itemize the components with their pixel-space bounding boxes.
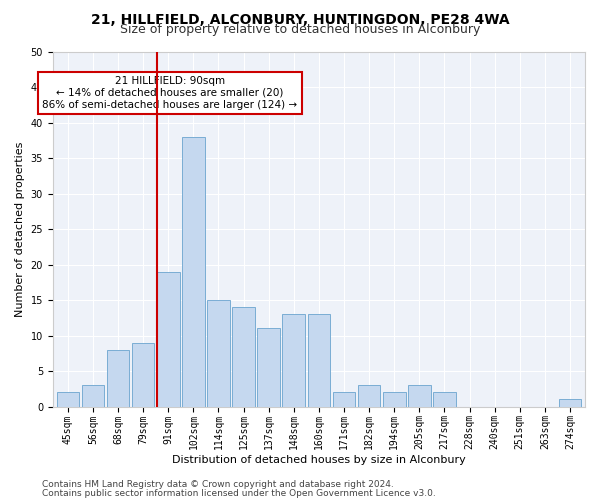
Bar — [408, 386, 431, 406]
Bar — [182, 136, 205, 406]
Bar — [82, 386, 104, 406]
Bar — [157, 272, 179, 406]
Y-axis label: Number of detached properties: Number of detached properties — [15, 142, 25, 316]
Bar — [56, 392, 79, 406]
Text: Size of property relative to detached houses in Alconbury: Size of property relative to detached ho… — [120, 22, 480, 36]
Bar — [559, 400, 581, 406]
Text: Contains HM Land Registry data © Crown copyright and database right 2024.: Contains HM Land Registry data © Crown c… — [42, 480, 394, 489]
Bar — [232, 307, 255, 406]
Bar — [358, 386, 380, 406]
Text: 21, HILLFIELD, ALCONBURY, HUNTINGDON, PE28 4WA: 21, HILLFIELD, ALCONBURY, HUNTINGDON, PE… — [91, 12, 509, 26]
Bar — [383, 392, 406, 406]
X-axis label: Distribution of detached houses by size in Alconbury: Distribution of detached houses by size … — [172, 455, 466, 465]
Bar — [433, 392, 456, 406]
Text: Contains public sector information licensed under the Open Government Licence v3: Contains public sector information licen… — [42, 488, 436, 498]
Text: 21 HILLFIELD: 90sqm
← 14% of detached houses are smaller (20)
86% of semi-detach: 21 HILLFIELD: 90sqm ← 14% of detached ho… — [43, 76, 298, 110]
Bar — [283, 314, 305, 406]
Bar — [132, 342, 154, 406]
Bar — [257, 328, 280, 406]
Bar — [107, 350, 130, 406]
Bar — [207, 300, 230, 406]
Bar — [332, 392, 355, 406]
Bar — [308, 314, 330, 406]
